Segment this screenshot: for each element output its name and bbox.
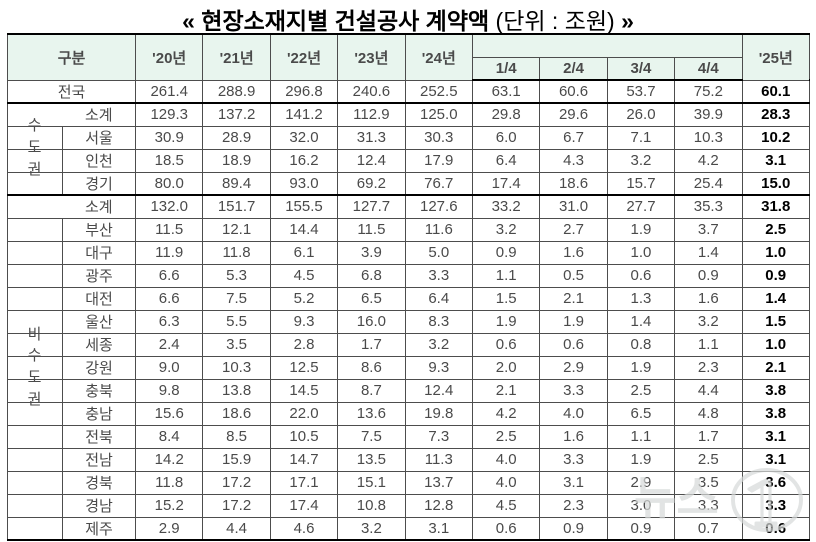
- svg-text:뉴스: 뉴스: [634, 472, 719, 524]
